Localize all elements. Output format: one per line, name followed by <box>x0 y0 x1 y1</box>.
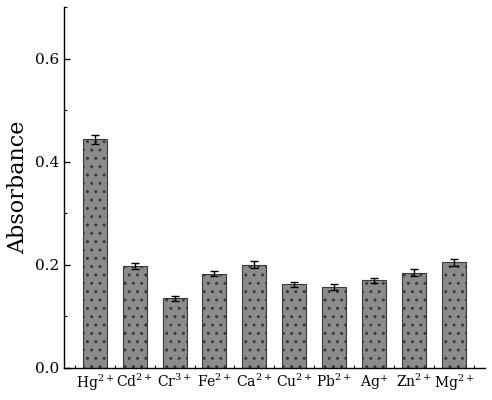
Bar <box>322 287 346 368</box>
Bar <box>243 265 266 368</box>
Bar <box>123 266 147 368</box>
Bar <box>402 272 426 368</box>
Bar <box>442 262 466 368</box>
Bar <box>83 140 107 368</box>
Bar <box>203 274 226 368</box>
Bar <box>282 284 306 368</box>
Bar <box>362 280 386 368</box>
Y-axis label: Absorbance: Absorbance <box>7 121 29 254</box>
Bar <box>162 298 186 368</box>
